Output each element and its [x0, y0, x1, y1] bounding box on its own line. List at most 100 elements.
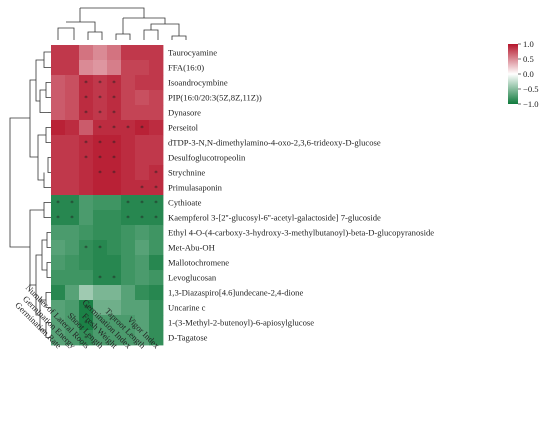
- heatmap-cell: [121, 255, 136, 271]
- row-label: Uncarine c: [168, 303, 206, 313]
- significance-star: *: [84, 305, 88, 313]
- heatmap-cell: [121, 315, 136, 331]
- significance-star: *: [98, 245, 102, 253]
- heatmap-cell: [149, 315, 164, 331]
- heatmap-cell: [149, 120, 164, 136]
- heatmap-cell: [107, 105, 122, 121]
- significance-star: *: [112, 110, 116, 118]
- row-label: D-Tagatose: [168, 333, 208, 343]
- heatmap-cell: [51, 270, 66, 286]
- significance-star: *: [84, 95, 88, 103]
- significance-star: *: [112, 275, 116, 283]
- heatmap-cell: [93, 195, 108, 211]
- heatmap-cell: [149, 225, 164, 241]
- heatmap-cell: [107, 75, 122, 91]
- legend-colorbar: [508, 44, 518, 104]
- heatmap-cell: [79, 105, 94, 121]
- heatmap-cell: [107, 210, 122, 226]
- significance-star: *: [56, 200, 60, 208]
- row-label: FFA(16:0): [168, 63, 204, 73]
- heatmap-cell: [93, 165, 108, 181]
- heatmap-cell: [135, 315, 150, 331]
- heatmap-cell: [51, 90, 66, 106]
- heatmap-cell: [51, 240, 66, 256]
- heatmap-cell: [79, 165, 94, 181]
- significance-star: *: [126, 200, 130, 208]
- heatmap-cell: [79, 330, 94, 346]
- heatmap-cell: [93, 105, 108, 121]
- heatmap-cell: [121, 150, 136, 166]
- heatmap-cell: [135, 255, 150, 271]
- heatmap-cell: [79, 180, 94, 196]
- heatmap-cell: [93, 315, 108, 331]
- heatmap-cell: [121, 210, 136, 226]
- heatmap-cell: [79, 255, 94, 271]
- significance-star: *: [140, 200, 144, 208]
- row-label: Cythioate: [168, 198, 202, 208]
- heatmap-cell: [51, 330, 66, 346]
- row-label: Kaempferol 3-[2''-glucosyl-6''-acetyl-ga…: [168, 213, 381, 223]
- significance-star: *: [98, 125, 102, 133]
- heatmap-cell: [121, 105, 136, 121]
- significance-star: *: [112, 170, 116, 178]
- heatmap-cell: [149, 285, 164, 301]
- heatmap-cell: [135, 75, 150, 91]
- row-label: 1-(3-Methyl-2-butenoyl)-6-apiosylglucose: [168, 318, 314, 328]
- significance-star: *: [98, 140, 102, 148]
- significance-star: *: [140, 125, 144, 133]
- heatmap-cell: [135, 135, 150, 151]
- row-dendrogram: [9, 51, 51, 338]
- significance-star: *: [56, 215, 60, 223]
- significance-star: *: [126, 215, 130, 223]
- heatmap-cell: [121, 240, 136, 256]
- heatmap-cell: [51, 300, 66, 316]
- row-label: Perseitol: [168, 123, 199, 133]
- heatmap-cell: [65, 120, 80, 136]
- heatmap-cell: [51, 180, 66, 196]
- heatmap-cell: [149, 180, 164, 196]
- heatmap-cell: [93, 60, 108, 76]
- heatmap-cell: [121, 60, 136, 76]
- legend-tick-label: 1.0: [523, 39, 534, 49]
- heatmap-cell: [107, 330, 122, 346]
- heatmap-cell: [135, 300, 150, 316]
- heatmap-cell: [107, 255, 122, 271]
- heatmap-cell: [51, 315, 66, 331]
- significance-star: *: [154, 215, 158, 223]
- row-label: Mallotochromene: [168, 258, 229, 268]
- heatmap-cell: [121, 300, 136, 316]
- heatmap-cell: [107, 165, 122, 181]
- heatmap-cell: [51, 210, 66, 226]
- significance-star: *: [98, 275, 102, 283]
- heatmap-cell: [149, 60, 164, 76]
- row-label: Levoglucosan: [168, 273, 217, 283]
- significance-star: *: [154, 170, 158, 178]
- heatmap-cell: [149, 75, 164, 91]
- heatmap-cell: [79, 240, 94, 256]
- column-dendrogram: [57, 7, 187, 40]
- heatmap-cell: [107, 180, 122, 196]
- significance-star: *: [84, 80, 88, 88]
- heatmap-cell: [93, 300, 108, 316]
- heatmap-cell: [79, 315, 94, 331]
- heatmap-cell: [135, 180, 150, 196]
- heatmap-cell: [51, 120, 66, 136]
- heatmap-cell: [65, 195, 80, 211]
- heatmap-cell: [93, 90, 108, 106]
- heatmap-cell: [93, 75, 108, 91]
- row-label: dTDP-3-N,N-dimethylamino-4-oxo-2,3,6-tri…: [168, 138, 381, 148]
- heatmap-cell: [65, 330, 80, 346]
- heatmap-cell: [135, 45, 150, 61]
- heatmap-cell: [65, 45, 80, 61]
- heatmap-cell: [65, 135, 80, 151]
- heatmap-cell: [135, 225, 150, 241]
- heatmap-cell: [93, 210, 108, 226]
- heatmap-cell: [93, 180, 108, 196]
- significance-star: *: [112, 155, 116, 163]
- heatmap-cell: [107, 135, 122, 151]
- heatmap-cell: [107, 195, 122, 211]
- heatmap-cell: [79, 45, 94, 61]
- heatmap-cell: [79, 195, 94, 211]
- heatmap-cell: [65, 105, 80, 121]
- heatmap-cell: [107, 270, 122, 286]
